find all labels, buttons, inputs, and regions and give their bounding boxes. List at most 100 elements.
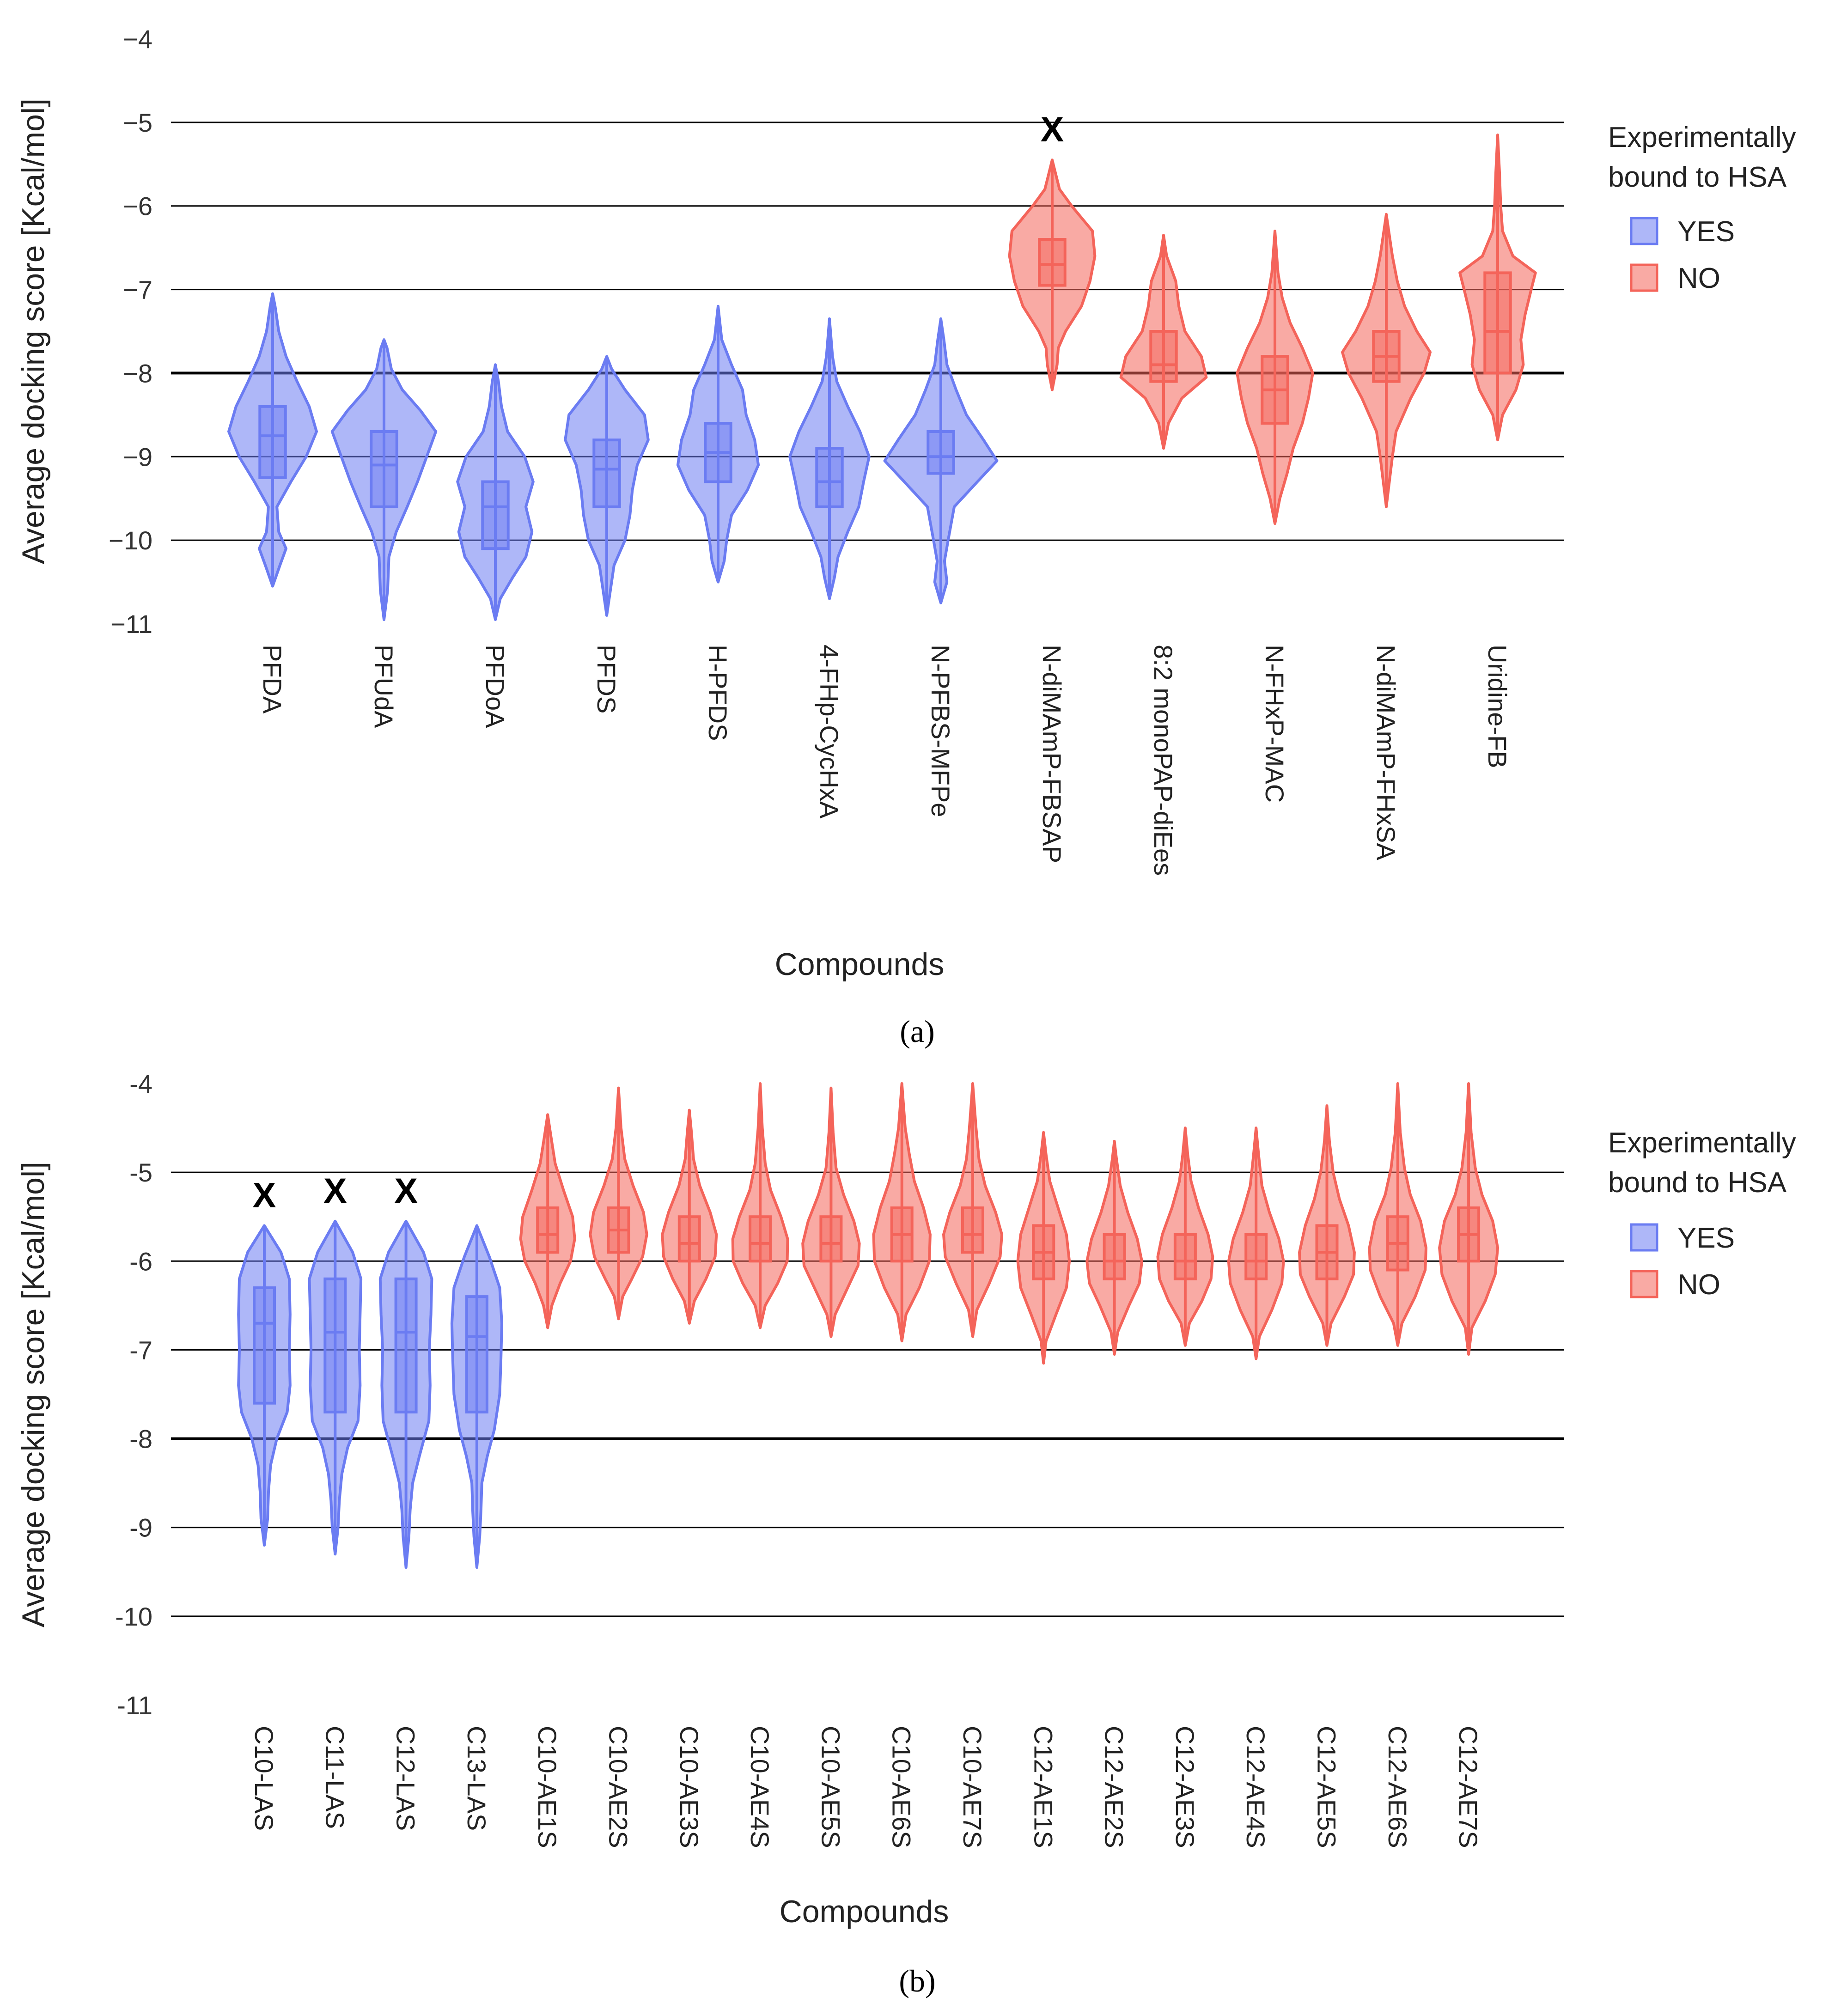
x-tick-label: N-diMAmP-FHxSA [1372,645,1401,860]
violin-box [819,1215,843,1263]
violin-c13-las [450,1224,503,1569]
x-tick-label: C12-AE5S [1312,1726,1341,1848]
violin-c12-ae2s [1085,1139,1143,1356]
violin-box [1103,1233,1126,1280]
legend-swatch-yes [1630,1223,1658,1252]
x-tick-label: C10-AE6S [887,1726,916,1848]
violin-c10-las: X [237,1175,292,1547]
violin-c12-las: X [378,1171,433,1569]
legend: Experimentally bound to HSA YES NO [1608,1127,1796,1301]
x-tick-label: C12-AE3S [1170,1726,1200,1848]
violin-4-fhp-cychxa [788,317,871,600]
y-tick-label: -5 [129,1158,152,1187]
x-tick-label: PFDS [592,645,621,713]
y-tick-label: -8 [129,1425,152,1454]
x-tick-label: C12-AE7S [1454,1726,1483,1848]
y-tick-label: -4 [129,1069,152,1098]
violin-c12-ae5s [1298,1104,1356,1347]
violin-box [481,480,510,550]
violin-uridine-fb [1458,134,1537,442]
violin-box [1244,1233,1268,1280]
violin-c10-ae3s [661,1108,718,1325]
violin-n-pfbs-mfpe [883,317,999,604]
violin-c12-ae7s [1438,1082,1500,1356]
x-tick-label: C10-AE4S [745,1726,774,1848]
panel-label: (b) [899,1963,935,1998]
y-tick-label: −6 [123,192,152,221]
y-tick-label: −7 [123,275,152,305]
legend-swatch-no [1630,263,1658,292]
x-tick-label: N-diMAmP-FBSAP [1037,645,1067,863]
y-tick-label: -6 [129,1247,152,1276]
y-tick-label: −11 [110,609,152,639]
x-marker: X [323,1171,347,1211]
legend-title: bound to HSA [1608,1167,1787,1199]
panel-label: (a) [900,1014,934,1049]
x-tick-label: C10-LAS [250,1726,279,1831]
legend: Experimentally bound to HSA YES NO [1608,122,1796,294]
chart-panel-b: -4 -5 -6 -7 -8 -9 -10 -11 Average docking score … [16,1069,1796,1998]
violin-c10-ae4s [731,1082,789,1329]
violin-pfda [227,292,318,588]
x-tick-label: C11-LAS [320,1726,349,1829]
x-tick-label: C10-AE3S [675,1726,704,1848]
violin-c10-ae5s [801,1086,861,1338]
x-tick-label: C10-AE5S [816,1726,845,1848]
legend-label-yes: YES [1677,216,1735,248]
violin-box [677,1215,701,1263]
y-tick-label: -9 [129,1513,152,1542]
violin-c12-ae3s [1156,1127,1214,1347]
violin-box [927,430,955,475]
legend-title: bound to HSA [1608,161,1787,193]
legend-swatch-yes [1630,217,1658,245]
x-tick-label: C10-AE7S [958,1726,987,1848]
y-tick-label: −10 [109,526,152,555]
x-tick-label: 8:2 monoPAP-diEes [1149,645,1178,876]
violin-box [394,1277,418,1413]
x-tick-label: PFUdA [369,645,398,728]
violin-c12-ae6s [1368,1082,1427,1347]
x-tick-label: C12-AE6S [1383,1726,1412,1848]
violin-box [961,1206,984,1254]
violin-box [592,439,621,508]
violin-c10-ae2s [589,1086,648,1321]
y-tick-label: -11 [117,1691,152,1720]
violin-box [1038,238,1067,287]
legend-label-no: NO [1677,262,1720,294]
violin-c10-ae1s [519,1113,576,1329]
violin-pfdoa [456,363,535,621]
legend-swatch-no [1630,1270,1658,1298]
y-tick-label: −8 [123,359,152,388]
violin-box [1173,1233,1197,1280]
violin-box [370,430,398,508]
x-tick-label: C12-AE1S [1029,1726,1058,1848]
x-marker: X [394,1171,418,1211]
violin-c11-las: X [308,1171,363,1556]
x-tick-label: C12-LAS [391,1726,421,1831]
x-tick-label: PFDoA [481,645,510,728]
x-axis-title: Compounds [775,947,945,982]
violin-c10-ae7s [942,1082,1003,1338]
legend-title: Experimentally [1608,1127,1796,1159]
violin-c10-ae6s [872,1082,932,1343]
x-tick-label: N-PFBS-MFPe [926,645,955,817]
y-axis-title: Average docking score [Kcal/mol] [16,98,51,564]
violin-h-pfds [676,305,760,584]
x-marker: X [1041,110,1064,149]
x-tick-label: C12-AE4S [1241,1726,1270,1848]
violin-box [258,405,287,479]
violin-box [815,447,844,508]
x-tick-label: N-FHxP-MAC [1260,645,1289,803]
violin-box [536,1206,560,1254]
chart-panel-a: −4 −5 −6 −7 −8 −9 −10 −11 Average docking score … [16,24,1796,1049]
violin-8-2-monopap-diees [1119,234,1208,450]
x-axis-title: Compounds [780,1894,949,1929]
violin-c12-ae1s [1016,1131,1071,1365]
x-tick-label: C10-AE2S [604,1726,633,1848]
y-tick-label: −5 [123,108,152,137]
violin-c12-ae4s [1227,1127,1285,1360]
y-tick-label: −4 [123,24,152,54]
x-tick-label: C10-AE1S [533,1726,562,1848]
violin-box [1483,271,1512,375]
